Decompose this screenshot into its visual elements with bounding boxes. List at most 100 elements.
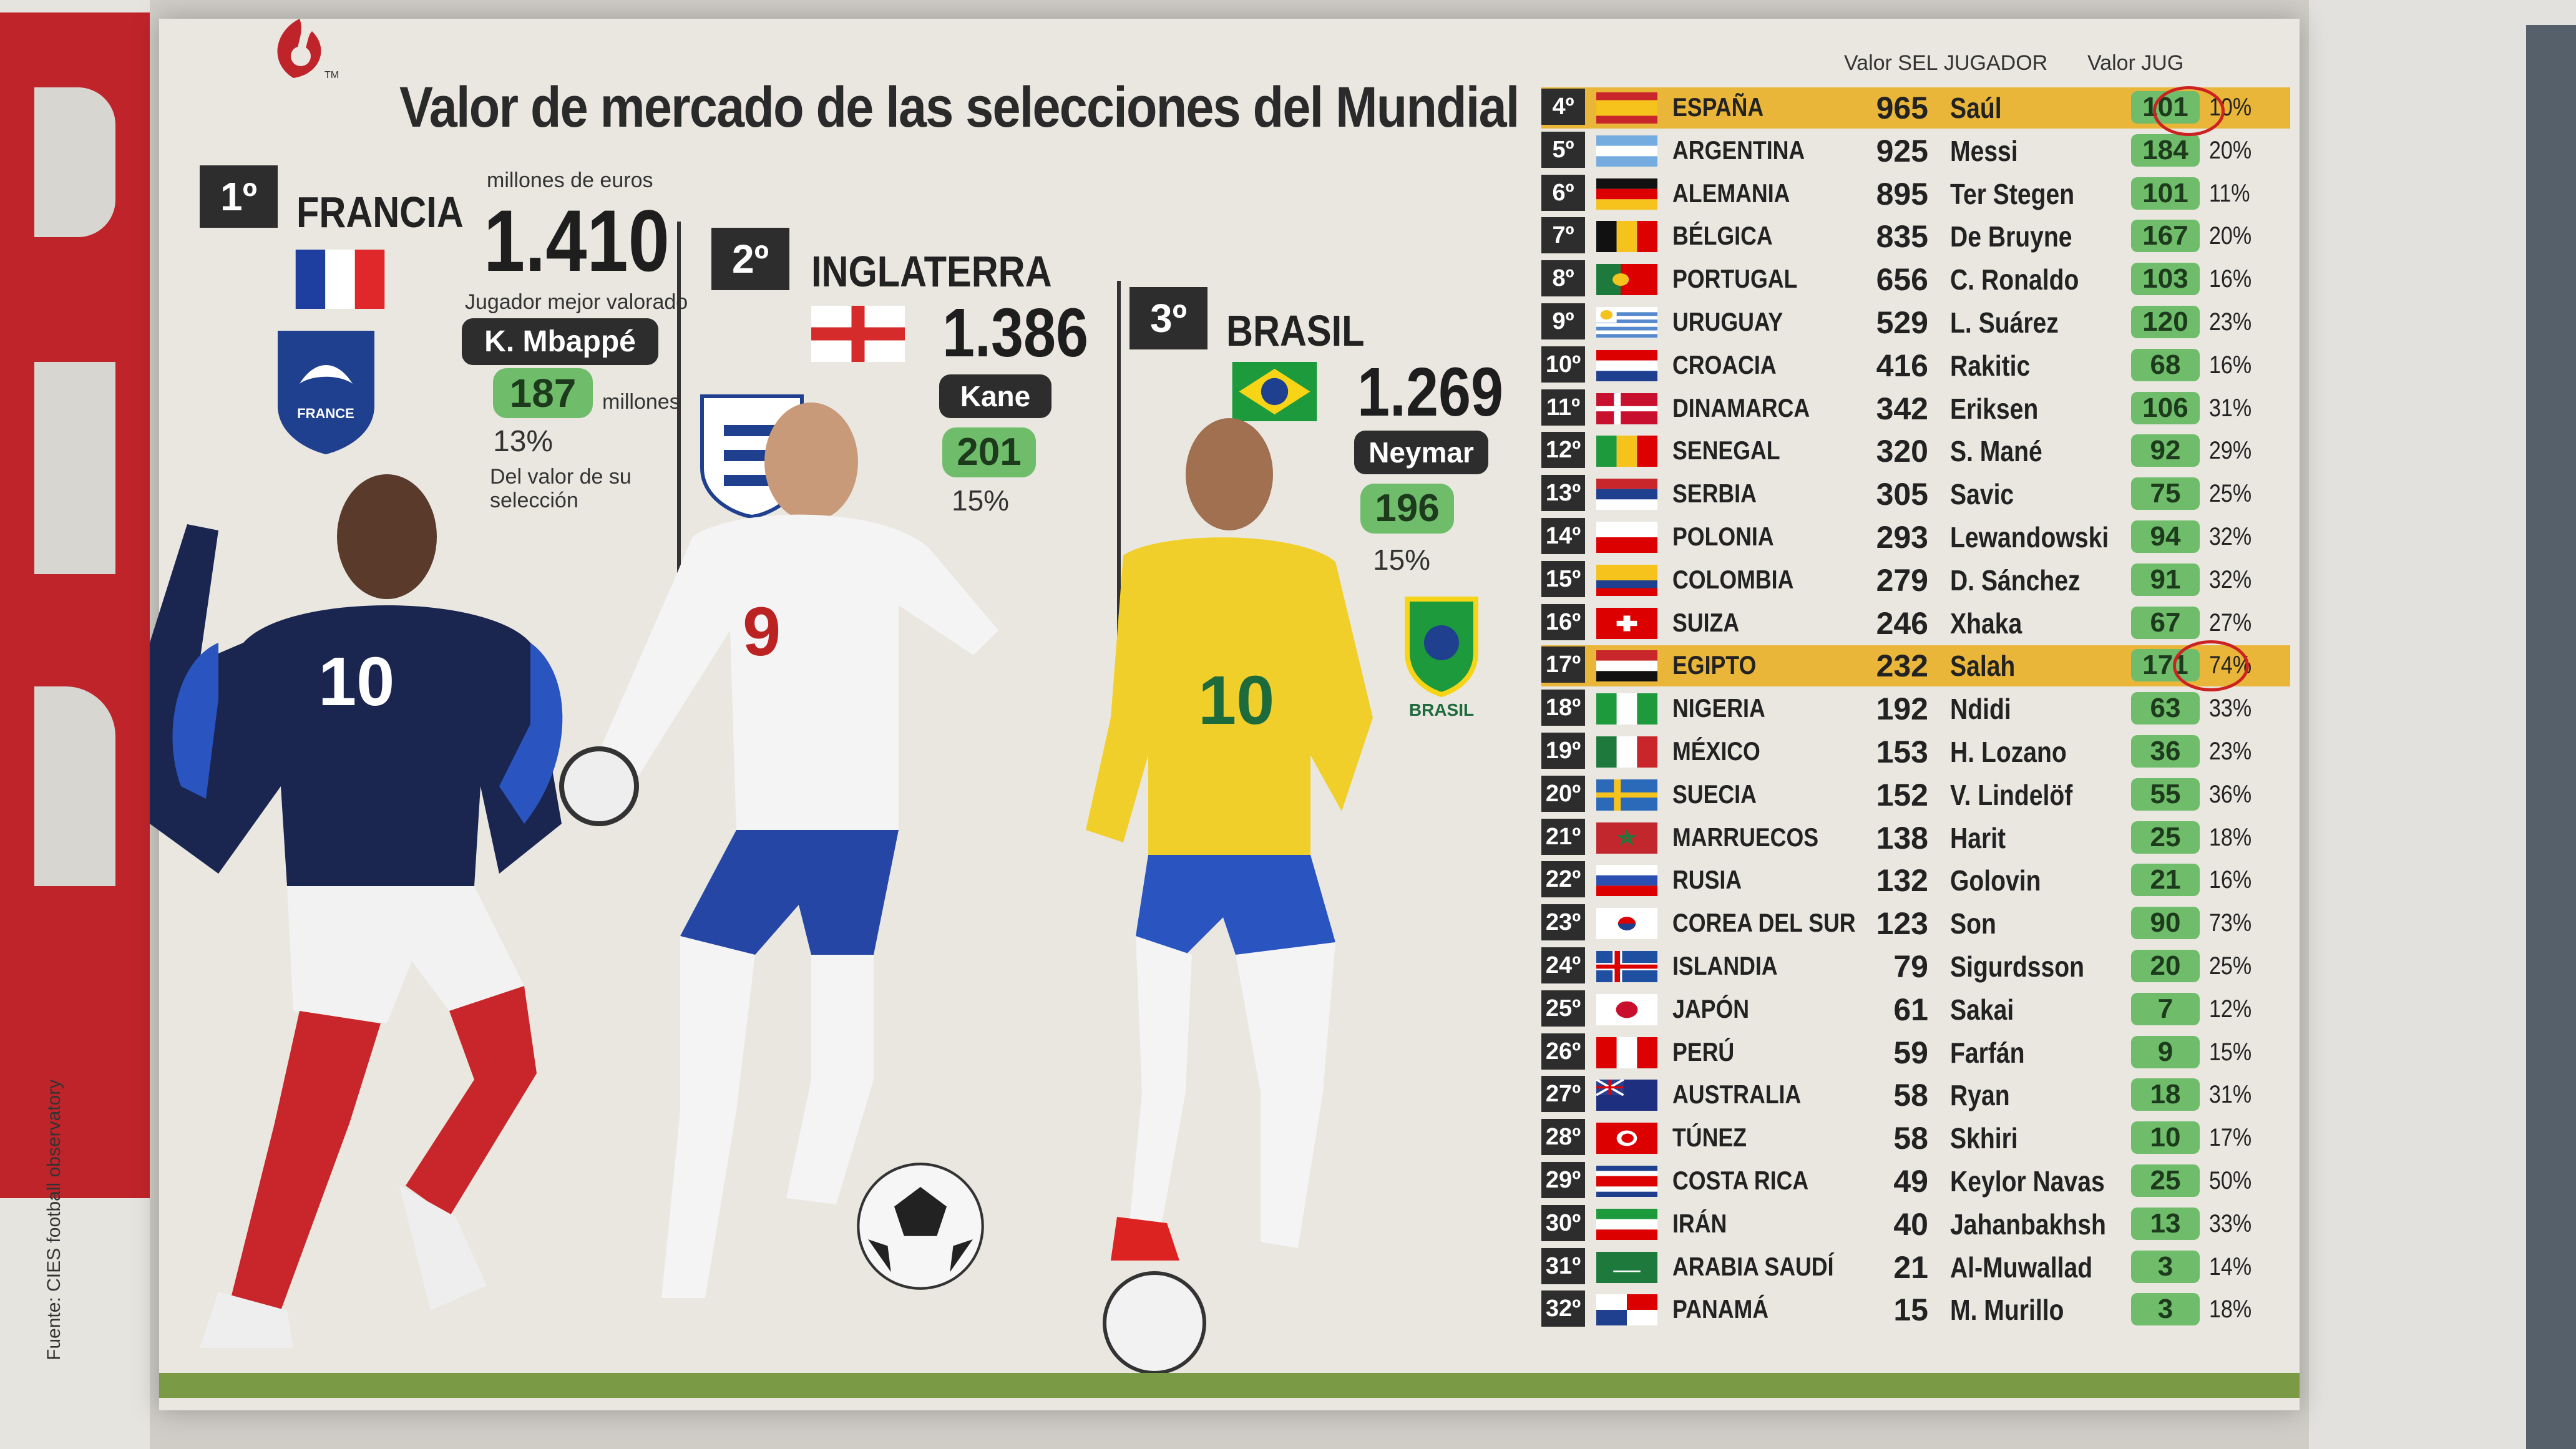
country-cell: JAPÓN (1672, 993, 1749, 1023)
country-cell: ALEMANIA (1672, 178, 1790, 208)
table-row: 6º ALEMANIA 895 Ter Stegen 101 11% (1541, 173, 2290, 215)
player-value-cell: 25 (2131, 1164, 2200, 1197)
svg-text:10: 10 (318, 643, 394, 720)
divider (1117, 281, 1121, 637)
percent-cell: 14% (2209, 1252, 2252, 1281)
rank-badge-1: 1º (200, 165, 278, 228)
newspaper-right-edge (2309, 0, 2576, 1449)
player-photo-kane: 9 (559, 402, 998, 1298)
team-value-cell: 61 (1893, 992, 1928, 1027)
player-value-cell: 3 (2131, 1250, 2200, 1283)
newspaper-logo-icon: TM (277, 19, 339, 80)
peru-flag-icon (1596, 1037, 1657, 1068)
team-value-cell: 965 (1876, 90, 1928, 125)
saudi-flag-icon (1596, 1251, 1657, 1283)
rank-cell: 11º (1541, 389, 1585, 426)
units-label: millones de euros (487, 168, 653, 192)
player-cell: L. Suárez (1950, 306, 2059, 339)
best-player-value-francia: 187 (493, 368, 593, 418)
player-units-label: millones (602, 390, 680, 414)
player-cell: V. Lindelöf (1950, 778, 2073, 811)
player-cell: Keylor Navas (1950, 1165, 2105, 1198)
morocco-flag-icon (1596, 822, 1657, 854)
team-value-cell: 293 (1876, 520, 1928, 555)
player-cell: S. Mané (1950, 435, 2042, 468)
player-cell: Messi (1950, 134, 2018, 167)
england-flag-icon (811, 306, 905, 362)
team-value-cell: 153 (1876, 734, 1928, 769)
country-cell: AUSTRALIA (1672, 1080, 1802, 1110)
table-row: 13º SERBIA 305 Savic 75 25% (1541, 474, 2290, 515)
rank-cell: 23º (1541, 904, 1585, 941)
iceland-flag-icon (1596, 951, 1657, 982)
rank-cell: 9º (1541, 303, 1585, 339)
denmark-flag-icon (1596, 393, 1657, 424)
costa-rica-flag-icon (1596, 1166, 1657, 1197)
percent-cell: 12% (2209, 995, 2252, 1023)
table-row: 25º JAPÓN 61 Sakai 7 12% (1541, 989, 2290, 1030)
team-value-inglaterra: 1.386 (942, 295, 1088, 371)
player-value-cell: 167 (2131, 220, 2200, 253)
team-value-cell: 40 (1893, 1206, 1928, 1242)
svg-text:9: 9 (743, 593, 781, 670)
player-value-cell: 7 (2131, 992, 2200, 1025)
korea-flag-icon (1596, 908, 1657, 940)
country-name-francia: FRANCIA (296, 188, 464, 237)
player-cell: Salah (1950, 650, 2016, 683)
country-cell: SUIZA (1672, 607, 1740, 637)
rank-cell: 14º (1541, 518, 1585, 554)
rank-cell: 15º (1541, 560, 1585, 597)
pct-brasil: 15% (1373, 544, 1431, 576)
team-value-cell: 49 (1893, 1164, 1928, 1199)
team-value-cell: 59 (1893, 1035, 1928, 1070)
country-cell: SENEGAL (1672, 436, 1780, 466)
page-title: Valor de mercado de las selecciones del … (399, 76, 1520, 139)
player-cell: Sigurdsson (1950, 950, 2085, 983)
country-cell: PERÚ (1672, 1037, 1735, 1066)
percent-cell: 29% (2209, 437, 2252, 465)
rank-cell: 32º (1541, 1290, 1585, 1327)
country-cell: IRÁN (1672, 1208, 1727, 1238)
rank-cell: 25º (1541, 990, 1585, 1027)
team-value-cell: 192 (1876, 691, 1928, 727)
percent-cell: 16% (2209, 265, 2252, 293)
percent-cell: 17% (2209, 1124, 2252, 1152)
country-cell: BÉLGICA (1672, 221, 1773, 251)
best-player-name-inglaterra: Kane (939, 374, 1051, 418)
serbia-flag-icon (1596, 479, 1657, 510)
percent-cell: 32% (2209, 523, 2252, 550)
table-row: 15º COLOMBIA 279 D. Sánchez 91 32% (1541, 560, 2290, 601)
player-value-cell: 25 (2131, 821, 2200, 854)
table-row: 14º POLONIA 293 Lewandowski 94 32% (1541, 517, 2290, 558)
player-cell: Golovin (1950, 864, 2041, 897)
uruguay-flag-icon (1596, 307, 1657, 338)
player-cell: Ndidi (1950, 693, 2011, 726)
rank-badge-3: 3º (1129, 287, 1208, 349)
rank-cell: 26º (1541, 1033, 1585, 1070)
country-cell: MARRUECOS (1672, 822, 1819, 852)
portugal-flag-icon (1596, 264, 1657, 296)
percent-cell: 18% (2209, 823, 2252, 851)
player-cell: Al-Muwallad (1950, 1251, 2093, 1284)
svg-text:BRASIL: BRASIL (1409, 700, 1474, 720)
soccer-ball-icon (857, 1163, 984, 1290)
table-row: 20º SUECIA 152 V. Lindelöf 55 36% (1541, 774, 2290, 816)
player-value-cell: 21 (2131, 864, 2200, 897)
country-cell: MÉXICO (1672, 736, 1760, 766)
player-cell: Eriksen (1950, 392, 2039, 425)
team-value-cell: 21 (1893, 1249, 1928, 1285)
country-name-inglaterra: INGLATERRA (811, 247, 1052, 296)
percent-cell: 33% (2209, 695, 2252, 723)
country-cell: ARABIA SAUDÍ (1672, 1251, 1834, 1281)
percent-cell: 50% (2209, 1167, 2252, 1194)
colombia-flag-icon (1596, 564, 1657, 596)
france-flag-icon (295, 250, 385, 309)
divider (677, 222, 681, 577)
player-value-cell: 55 (2131, 778, 2200, 811)
country-cell: PORTUGAL (1672, 264, 1798, 294)
rank-cell: 10º (1541, 346, 1585, 383)
best-player-value-inglaterra: 201 (942, 427, 1036, 477)
player-value-cell: 120 (2131, 306, 2200, 338)
grass-strip (159, 1373, 2300, 1398)
player-value-cell: 13 (2131, 1207, 2200, 1240)
